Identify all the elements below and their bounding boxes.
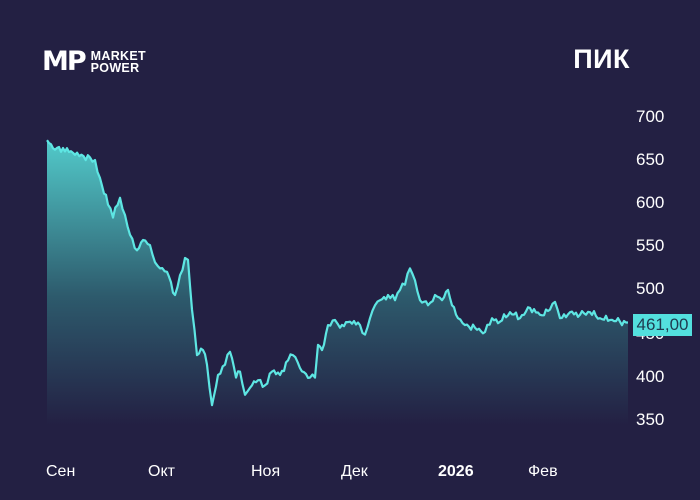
y-tick-400: 400: [636, 367, 665, 386]
market-power-logo: MP MARKET POWER: [42, 48, 146, 75]
x-tick-sep: Сен: [46, 463, 76, 480]
x-tick-feb: Фев: [528, 463, 558, 480]
current-price-label: 461,00: [633, 314, 692, 336]
y-tick-600: 600: [636, 193, 665, 212]
logo-text: MARKET POWER: [90, 48, 146, 75]
y-tick-550: 550: [636, 236, 665, 255]
y-tick-700: 700: [636, 107, 665, 126]
y-tick-350: 350: [636, 410, 665, 429]
x-tick-2026: 2026: [438, 463, 474, 480]
x-tick-nov: Ноя: [251, 463, 281, 480]
logo-line-2: POWER: [90, 60, 140, 75]
logo-mark: MP: [42, 46, 87, 77]
logo-line-1: MARKET: [90, 48, 146, 63]
ticker-title: ПИК: [573, 44, 630, 74]
price-area-fill: [47, 140, 628, 425]
y-tick-650: 650: [636, 150, 665, 169]
y-tick-500: 500: [636, 279, 665, 298]
x-tick-oct: Окт: [148, 463, 175, 480]
x-tick-dec: Дек: [341, 463, 368, 480]
price-line: [46, 139, 628, 407]
